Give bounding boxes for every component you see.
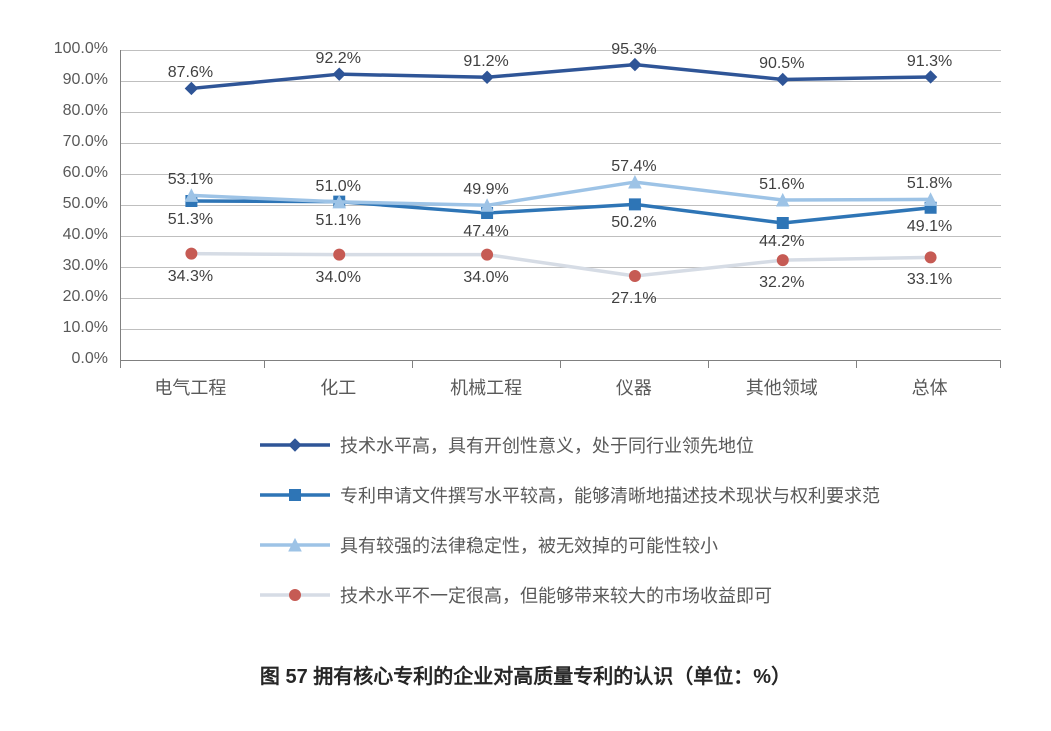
data-label: 49.1% [907, 218, 952, 236]
data-label: 95.3% [611, 41, 656, 59]
data-label: 87.6% [168, 64, 213, 82]
data-label: 44.2% [759, 233, 804, 251]
x-tick-mark [856, 360, 857, 368]
data-label: 57.4% [611, 158, 656, 176]
series-marker [629, 270, 640, 281]
data-label: 51.0% [316, 178, 361, 196]
series-marker [925, 193, 937, 205]
data-label: 50.2% [611, 214, 656, 232]
legend-item: 具有较强的法律稳定性，被无效掉的可能性较小 [260, 520, 880, 570]
data-label: 32.2% [759, 274, 804, 292]
plot-area [120, 50, 1001, 361]
gridline [121, 50, 1001, 51]
data-label: 51.6% [759, 176, 804, 194]
y-tick-label: 90.0% [0, 71, 108, 89]
data-label: 51.8% [907, 175, 952, 193]
legend-item: 技术水平不一定很高，但能够带来较大的市场收益即可 [260, 570, 880, 620]
data-label: 47.4% [463, 223, 508, 241]
series-marker [482, 249, 493, 260]
data-label: 34.0% [316, 269, 361, 287]
legend-marker [260, 533, 330, 557]
data-label: 27.1% [611, 290, 656, 308]
gridline [121, 298, 1001, 299]
figure-caption: 图 57 拥有核心专利的企业对高质量专利的认识（单位：%） [0, 660, 1051, 689]
legend-label: 技术水平不一定很高，但能够带来较大的市场收益即可 [340, 582, 772, 608]
gridline [121, 205, 1001, 206]
data-label: 90.5% [759, 55, 804, 73]
data-label: 92.2% [316, 50, 361, 68]
x-tick-label: 化工 [320, 374, 356, 400]
series-line [191, 254, 930, 276]
x-tick-label: 其他领域 [746, 374, 818, 400]
series-marker [333, 68, 345, 80]
legend-item: 技术水平高，具有开创性意义，处于同行业领先地位 [260, 420, 880, 470]
data-label: 34.3% [168, 268, 213, 286]
y-tick-label: 0.0% [0, 350, 108, 368]
data-label: 33.1% [907, 271, 952, 289]
series-marker [777, 73, 789, 85]
y-tick-label: 50.0% [0, 195, 108, 213]
x-tick-mark [120, 360, 121, 368]
series-marker [185, 189, 197, 201]
legend-marker [260, 433, 330, 457]
gridline [121, 174, 1001, 175]
y-tick-label: 80.0% [0, 102, 108, 120]
series-marker [186, 248, 197, 259]
data-label: 51.3% [168, 211, 213, 229]
x-tick-label: 机械工程 [450, 374, 522, 400]
y-tick-label: 100.0% [0, 40, 108, 58]
y-tick-label: 60.0% [0, 164, 108, 182]
series-marker [925, 202, 936, 213]
series-marker [629, 176, 641, 188]
data-label: 53.1% [168, 171, 213, 189]
data-label: 51.1% [316, 212, 361, 230]
gridline [121, 236, 1001, 237]
series-line [191, 182, 930, 205]
x-tick-label: 电气工程 [154, 374, 226, 400]
x-tick-label: 总体 [912, 374, 948, 400]
legend-label: 专利申请文件撰写水平较高，能够清晰地描述技术现状与权利要求范 [340, 482, 880, 508]
data-label: 49.9% [463, 181, 508, 199]
gridline [121, 112, 1001, 113]
series-marker [925, 252, 936, 263]
y-tick-label: 20.0% [0, 288, 108, 306]
x-tick-mark [412, 360, 413, 368]
x-tick-mark [1000, 360, 1001, 368]
y-tick-label: 10.0% [0, 319, 108, 337]
legend-label: 技术水平高，具有开创性意义，处于同行业领先地位 [340, 432, 754, 458]
legend-marker [260, 583, 330, 607]
series-line [191, 65, 930, 89]
series-marker [185, 82, 197, 94]
series-marker [334, 249, 345, 260]
series-marker [777, 217, 788, 228]
series-marker [777, 255, 788, 266]
gridline [121, 81, 1001, 82]
y-tick-label: 40.0% [0, 226, 108, 244]
series-marker [629, 59, 641, 71]
legend-label: 具有较强的法律稳定性，被无效掉的可能性较小 [340, 532, 718, 558]
legend-item: 专利申请文件撰写水平较高，能够清晰地描述技术现状与权利要求范 [260, 470, 880, 520]
series-marker [482, 208, 493, 219]
x-tick-mark [708, 360, 709, 368]
x-tick-label: 仪器 [616, 374, 652, 400]
x-tick-mark [560, 360, 561, 368]
x-tick-mark [264, 360, 265, 368]
y-tick-label: 70.0% [0, 133, 108, 151]
y-tick-label: 30.0% [0, 257, 108, 275]
chart-container: 0.0% 10.0% 20.0% 30.0% 40.0% 50.0% 60.0% 70.0% 8… [0, 0, 1051, 731]
gridline [121, 329, 1001, 330]
data-label: 91.2% [463, 53, 508, 71]
data-label: 91.3% [907, 53, 952, 71]
gridline [121, 143, 1001, 144]
series-marker [333, 196, 345, 208]
legend: 技术水平高，具有开创性意义，处于同行业领先地位专利申请文件撰写水平较高，能够清晰… [260, 420, 880, 620]
gridline [121, 267, 1001, 268]
legend-marker [260, 483, 330, 507]
data-label: 34.0% [463, 269, 508, 287]
